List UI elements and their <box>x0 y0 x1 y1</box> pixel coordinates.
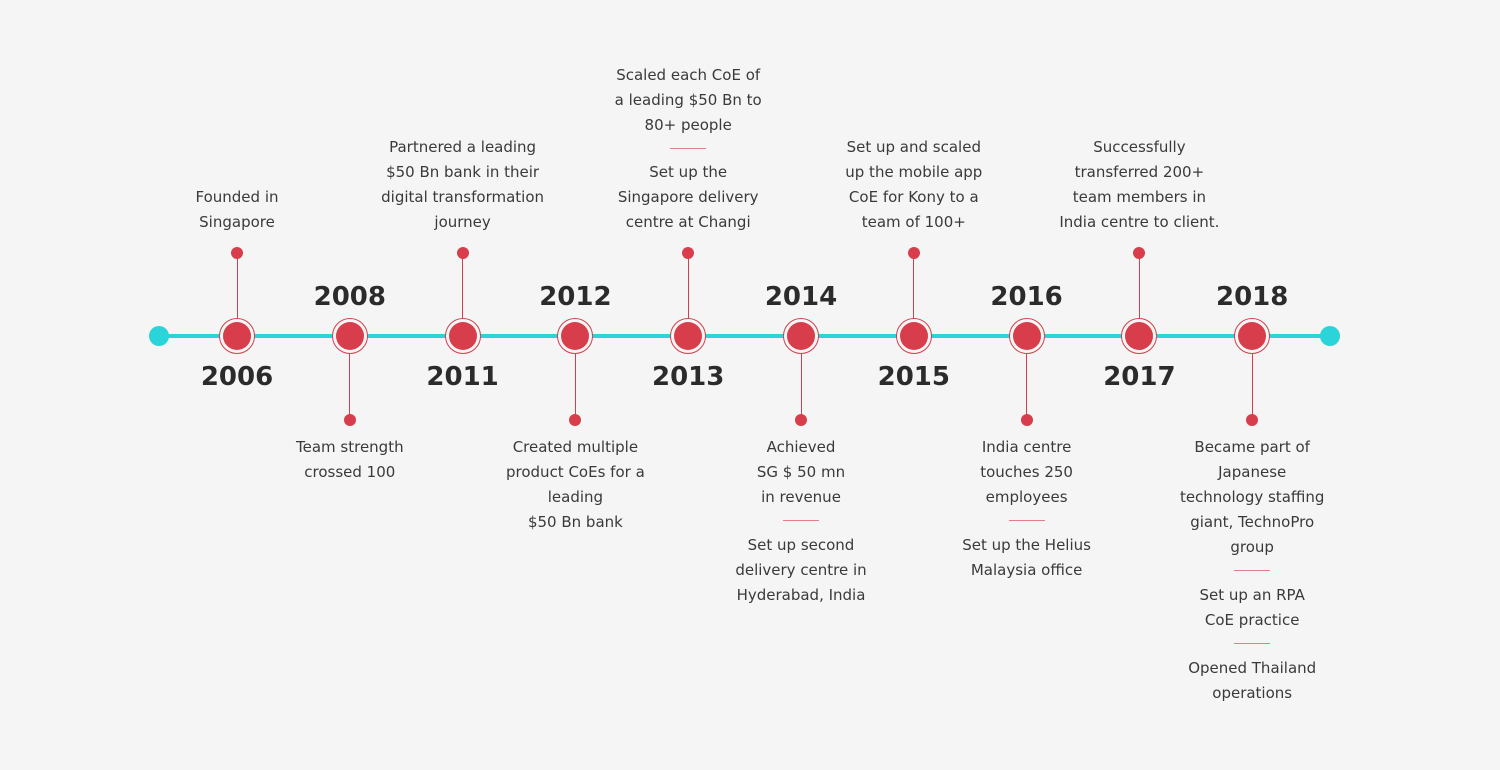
milestone-stem-dot <box>682 247 695 259</box>
year-label-2017: 2017 <box>1103 362 1176 392</box>
timeline-start-dot <box>149 326 169 346</box>
timeline-end-dot <box>1320 326 1340 346</box>
year-label-2008: 2008 <box>313 282 386 312</box>
milestone-stem <box>349 354 351 420</box>
milestone-stem-dot <box>795 414 807 426</box>
year-label-2015: 2015 <box>877 362 950 392</box>
milestone-text-2008: Team strength crossed 100 <box>296 438 404 481</box>
milestone-text-2011: Partnered a leading $50 Bn bank in their… <box>381 138 545 231</box>
milestone-text-2018: Set up an RPA CoE practice <box>1199 586 1305 629</box>
milestone-text-2017: Successfully transferred 200+ team membe… <box>1059 138 1220 231</box>
milestone-node-2014 <box>783 318 819 354</box>
year-label-2006: 2006 <box>200 362 274 392</box>
milestone-node-fill <box>674 322 703 350</box>
milestone-node-fill <box>899 322 928 350</box>
milestone-separator <box>1234 570 1271 571</box>
milestone-stem <box>462 253 464 318</box>
milestone-text-2016: India centre touches 250 employees <box>980 438 1073 506</box>
milestone-node-fill <box>1012 322 1041 350</box>
milestone-node-2012 <box>557 318 594 354</box>
milestone-stem-dot <box>456 247 469 259</box>
milestone-stem <box>1251 354 1253 420</box>
milestone-stem <box>913 253 915 318</box>
milestone-node-2018 <box>1234 318 1271 354</box>
milestone-node-fill <box>448 322 477 350</box>
milestone-separator <box>1234 643 1271 644</box>
milestone-stem-dot <box>1246 414 1259 426</box>
milestone-stem-dot <box>569 414 582 426</box>
milestone-node-2016 <box>1008 318 1045 354</box>
milestone-node-2006 <box>219 318 255 354</box>
year-label-2016: 2016 <box>990 282 1063 312</box>
milestone-text-2006: Founded in Singapore <box>195 188 279 231</box>
milestone-stem-dot <box>231 247 243 259</box>
year-label-2014: 2014 <box>764 282 838 312</box>
year-label-2018: 2018 <box>1216 282 1289 312</box>
milestone-separator <box>1008 520 1045 521</box>
milestone-stem <box>1026 354 1028 420</box>
milestone-text-2016: Set up the Helius Malaysia office <box>962 536 1091 579</box>
milestone-text-2018: Opened Thailand operations <box>1188 659 1317 702</box>
milestone-node-fill <box>335 322 364 350</box>
year-label-2013: 2013 <box>652 362 725 392</box>
year-label-2011: 2011 <box>426 362 499 392</box>
milestone-stem-dot <box>1133 247 1146 259</box>
milestone-text-2015: Set up and scaled up the mobile app CoE … <box>845 138 983 231</box>
milestone-node-fill <box>1125 322 1154 350</box>
milestone-text-2014: Set up second delivery centre in Hyderab… <box>735 536 867 604</box>
year-label-2012: 2012 <box>539 282 612 312</box>
milestone-node-fill <box>561 322 590 350</box>
milestone-stem <box>687 253 689 318</box>
milestone-node-2013 <box>670 318 707 354</box>
milestone-stem <box>800 354 802 420</box>
milestone-stem-dot <box>907 247 920 259</box>
milestone-stem <box>236 253 238 318</box>
milestone-text-2012: Created multiple product CoEs for a lead… <box>506 438 645 531</box>
milestone-stem-dot <box>1020 414 1033 426</box>
milestone-separator <box>670 148 707 149</box>
milestone-stem <box>574 354 576 420</box>
milestone-text-2013: Scaled each CoE of a leading $50 Bn to 8… <box>614 66 762 134</box>
milestone-node-2008 <box>331 318 368 354</box>
milestone-text-2018: Became part of Japanese technology staff… <box>1179 438 1325 556</box>
timeline-axis-line <box>158 334 1330 338</box>
milestone-separator <box>783 520 819 521</box>
milestone-node-2015 <box>895 318 932 354</box>
milestone-node-fill <box>787 322 815 350</box>
milestone-node-2017 <box>1121 318 1158 354</box>
milestone-stem <box>1138 253 1140 318</box>
milestone-text-2014: Achieved SG $ 50 mn in revenue <box>756 438 846 506</box>
milestone-stem-dot <box>343 414 356 426</box>
milestone-node-fill <box>1238 322 1267 350</box>
milestone-node-2011 <box>444 318 481 354</box>
milestone-node-fill <box>223 322 251 350</box>
milestone-text-2013: Set up the Singapore delivery centre at … <box>617 163 759 231</box>
